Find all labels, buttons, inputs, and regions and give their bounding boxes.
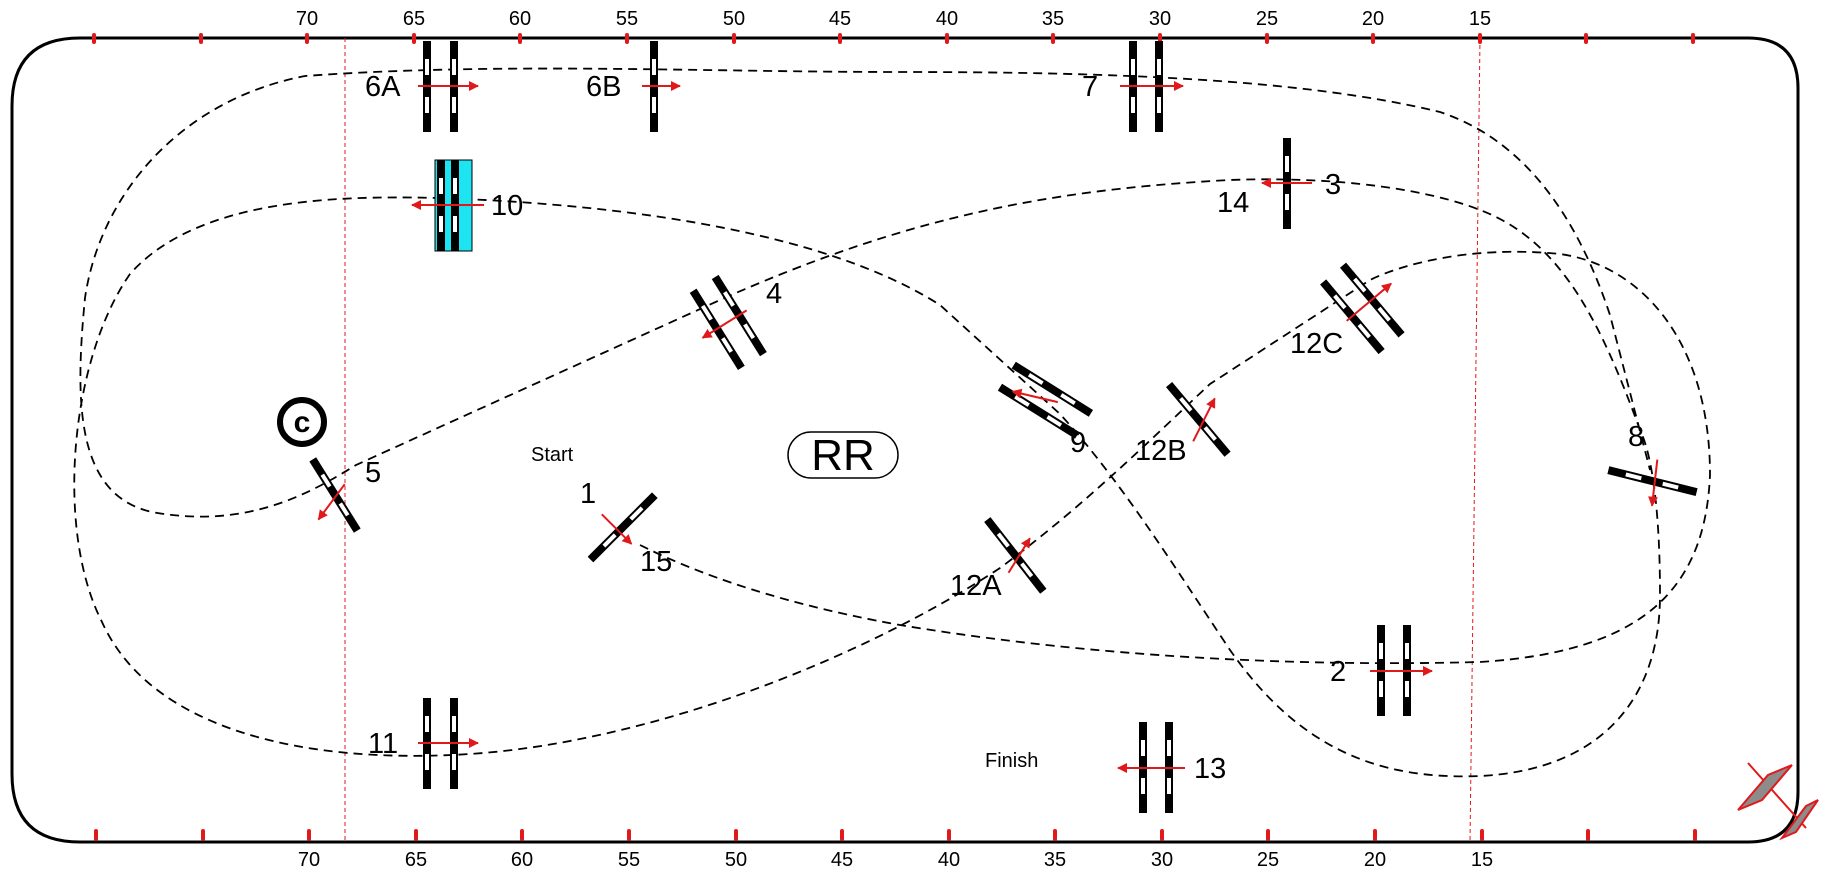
- bottom-scale-label: 15: [1471, 849, 1493, 870]
- bottom-scale-label: 70: [298, 849, 320, 870]
- gate-2: 2: [1330, 625, 1433, 716]
- gate-8: [1607, 459, 1698, 507]
- gate-7: 7: [1082, 41, 1184, 132]
- bottom-scale-label: 20: [1364, 849, 1386, 870]
- bottom-scale-label: 55: [618, 849, 640, 870]
- top-scale-label: 70: [296, 8, 318, 30]
- start-label: Start: [531, 444, 574, 466]
- finish-label: Finish: [985, 750, 1038, 772]
- top-scale-label: 40: [936, 8, 958, 30]
- top-scale-label: 55: [616, 8, 638, 30]
- rr-marker: RR: [787, 431, 899, 480]
- gate-5: [309, 457, 361, 533]
- gate-4: [689, 274, 767, 371]
- course-border: [10, 36, 1800, 844]
- top-scale-label: 50: [723, 8, 745, 30]
- gate-12c-label: 12C: [1290, 328, 1343, 360]
- cone-c-label: c: [294, 406, 311, 439]
- top-scale-ticks: [92, 33, 1695, 44]
- gate-label: 10: [491, 190, 523, 222]
- gate-6b: 6B: [586, 41, 681, 132]
- gate-label: 6B: [586, 71, 621, 103]
- bottom-scale-label: 35: [1044, 849, 1066, 870]
- top-scale-label: 65: [403, 8, 425, 30]
- reference-line-right: [1469, 37, 1481, 843]
- top-scale: 70 65 60 55 50 45 40 35 30 25 20 15: [296, 8, 1491, 30]
- gate-11: 11: [368, 698, 479, 789]
- bottom-scale-label: 45: [831, 849, 853, 870]
- gate-1-15: [587, 492, 658, 563]
- top-scale-label: 30: [1149, 8, 1171, 30]
- gate-15-label: 15: [640, 546, 672, 578]
- gate-6a: 6A: [365, 41, 479, 132]
- gate-label: 13: [1194, 753, 1226, 785]
- bottom-scale-label: 30: [1151, 849, 1173, 870]
- gate-label: 3: [1325, 169, 1341, 201]
- gate-12b: [1166, 381, 1231, 457]
- bottom-scale-label: 40: [938, 849, 960, 870]
- gate-13: 13: [1117, 722, 1226, 813]
- bottom-scale-label: 50: [725, 849, 747, 870]
- top-scale-label: 25: [1256, 8, 1278, 30]
- gate-12a: [984, 517, 1047, 594]
- top-scale-label: 20: [1362, 8, 1384, 30]
- bottom-scale-label: 60: [511, 849, 533, 870]
- gate-label: 6A: [365, 71, 401, 103]
- bottom-scale-label: 65: [405, 849, 427, 870]
- bottom-scale-ticks: [94, 829, 1697, 841]
- wind-indicator: [1737, 762, 1819, 841]
- gate-label: 11: [368, 728, 398, 760]
- gate-label: 7: [1082, 71, 1098, 103]
- top-scale-label: 60: [509, 8, 531, 30]
- gate-12c: [1320, 262, 1405, 355]
- gate-9-label: 9: [1070, 427, 1086, 459]
- top-scale-label: 45: [829, 8, 851, 30]
- rr-label: RR: [811, 431, 875, 480]
- bottom-scale: 70 65 60 55 50 45 40 35 30 25 20 15: [298, 849, 1493, 870]
- top-scale-label: 15: [1469, 8, 1491, 30]
- gate-12b-label: 12B: [1135, 435, 1187, 467]
- gate-1-label: 1: [580, 478, 596, 510]
- gate-14-label: 14: [1217, 187, 1249, 219]
- gate-9: [997, 361, 1094, 439]
- gate-label: 2: [1330, 656, 1346, 688]
- top-scale-label: 35: [1042, 8, 1064, 30]
- bottom-scale-label: 25: [1257, 849, 1279, 870]
- gate-3: 3: [1261, 138, 1341, 229]
- gate-4-label: 4: [766, 278, 782, 310]
- gate-5-label: 5: [365, 457, 381, 489]
- gate-10: 10: [411, 159, 523, 252]
- cone-c: c: [277, 397, 327, 447]
- racing-line: [73, 67, 1711, 778]
